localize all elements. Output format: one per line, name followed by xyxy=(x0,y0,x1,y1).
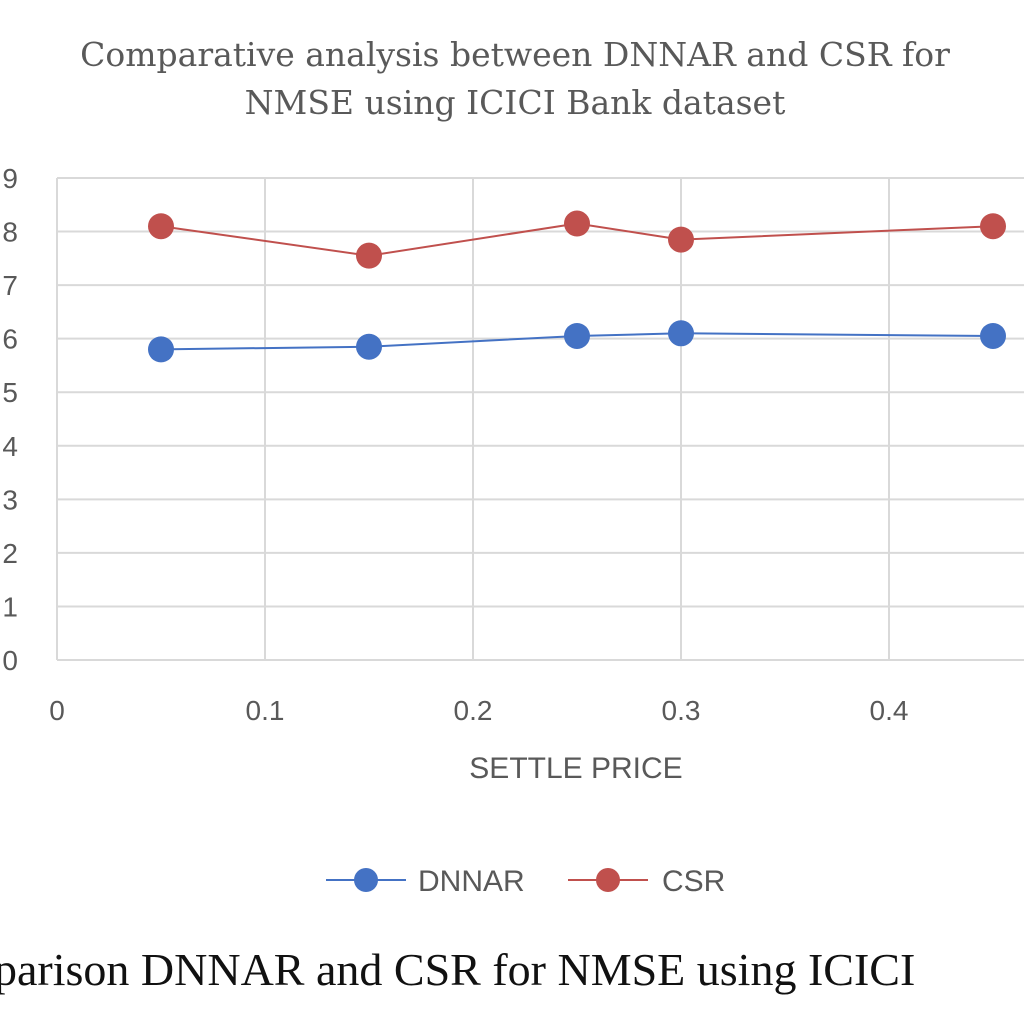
y-tick-label: 8 xyxy=(2,217,18,248)
x-tick-label: 0.1 xyxy=(246,695,285,726)
csr-point xyxy=(980,213,1006,240)
y-axis-ticks: 0 1 2 3 4 5 6 7 8 9 xyxy=(2,163,18,676)
legend: DNNAR CSR xyxy=(326,865,725,898)
y-tick-label: 3 xyxy=(2,484,18,515)
legend-dnnar-label: DNNAR xyxy=(418,865,525,898)
chart-title-line-2: NMSE using ICICI Bank dataset xyxy=(245,83,786,122)
y-tick-label: 4 xyxy=(2,431,18,462)
x-tick-label: 0 xyxy=(49,695,65,726)
legend-dnnar-marker xyxy=(354,868,378,892)
y-tick-label: 5 xyxy=(2,377,18,408)
figure-caption: parison DNNAR and CSR for NMSE using ICI… xyxy=(0,944,915,995)
x-tick-label: 0.2 xyxy=(454,695,493,726)
csr-point xyxy=(564,210,590,237)
dnnar-point xyxy=(668,320,694,347)
csr-point xyxy=(356,242,382,269)
y-tick-label: 9 xyxy=(2,163,18,194)
chart-title: Comparative analysis between DNNAR and C… xyxy=(80,35,950,122)
y-tick-label: 2 xyxy=(2,538,18,569)
y-tick-label: 1 xyxy=(2,591,18,622)
series-layer xyxy=(148,210,1006,363)
chart-title-line-1: Comparative analysis between DNNAR and C… xyxy=(80,35,950,74)
dnnar-point xyxy=(356,333,382,360)
y-tick-label: 7 xyxy=(2,270,18,301)
y-tick-label: 6 xyxy=(2,324,18,355)
dnnar-point xyxy=(980,322,1006,349)
legend-csr-label: CSR xyxy=(662,865,725,898)
dnnar-point xyxy=(564,322,590,349)
x-axis-title: SETTLE PRICE xyxy=(469,752,682,785)
csr-point xyxy=(148,213,174,240)
x-tick-label: 0.3 xyxy=(662,695,701,726)
csr-point xyxy=(668,226,694,253)
legend-csr-marker xyxy=(596,868,620,892)
dnnar-point xyxy=(148,336,174,363)
y-tick-label: 0 xyxy=(2,645,18,676)
x-tick-label: 0.4 xyxy=(870,695,909,726)
x-axis-ticks: 0 0.1 0.2 0.3 0.4 xyxy=(49,695,908,726)
gridlines xyxy=(56,177,1024,661)
